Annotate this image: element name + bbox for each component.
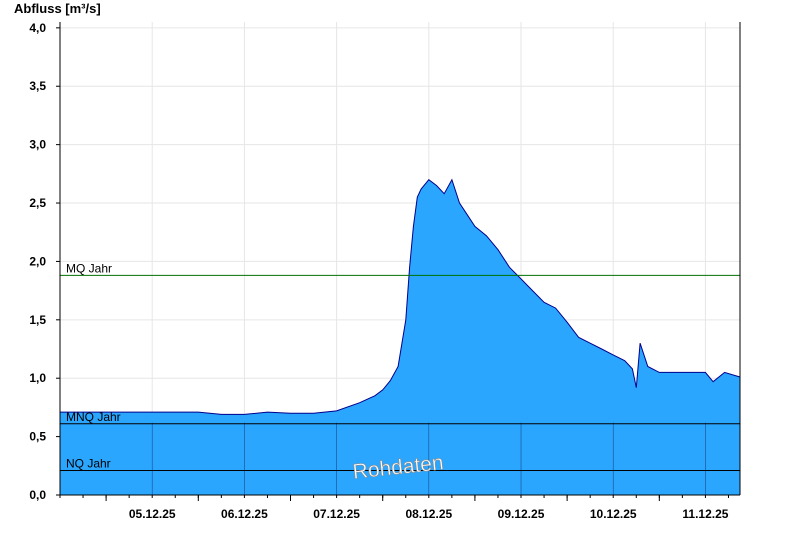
y-tick-label: 1,0	[29, 371, 46, 385]
x-tick-label: 05.12.25	[129, 507, 176, 521]
reference-lines: MQ Jahr MNQ Jahr NQ Jahr	[60, 261, 740, 471]
x-tick-label: 10.12.25	[590, 507, 637, 521]
y-tick-label: 4,0	[29, 21, 46, 35]
x-tick-label: 07.12.25	[313, 507, 360, 521]
reference-label: NQ Jahr	[66, 456, 111, 470]
discharge-line	[60, 178, 741, 415]
y-tick-label: 2,0	[29, 254, 46, 268]
x-tick-label: 11.12.25	[682, 507, 728, 521]
y-tick-label: 3,5	[29, 79, 46, 93]
y-tick-labels: 0,0 0,5 1,0 1,5 2,0 2,5 3,0 3,5 4,0	[29, 21, 60, 502]
day-separator-lines	[151, 422, 706, 495]
reference-label: MQ Jahr	[66, 261, 112, 275]
y-tick-label: 0,0	[29, 488, 46, 502]
y-axis-title: Abfluss [m³/s]	[14, 1, 101, 16]
y-tick-label: 3,0	[29, 138, 46, 152]
x-tick-labels: 05.12.25 06.12.25 07.12.25 08.12.25 09.12.25…	[59, 495, 729, 521]
y-tick-label: 2,5	[29, 196, 46, 210]
x-tick-label: 09.12.25	[498, 507, 545, 521]
x-tick-label: 08.12.25	[405, 507, 452, 521]
discharge-area	[60, 179, 740, 495]
x-tick-label: 06.12.25	[221, 507, 268, 521]
y-tick-label: 0,5	[29, 430, 46, 444]
axes	[59, 22, 741, 496]
y-tick-label: 1,5	[29, 313, 46, 327]
horizontal-gridlines	[60, 27, 740, 438]
reference-label: MNQ Jahr	[66, 410, 121, 424]
